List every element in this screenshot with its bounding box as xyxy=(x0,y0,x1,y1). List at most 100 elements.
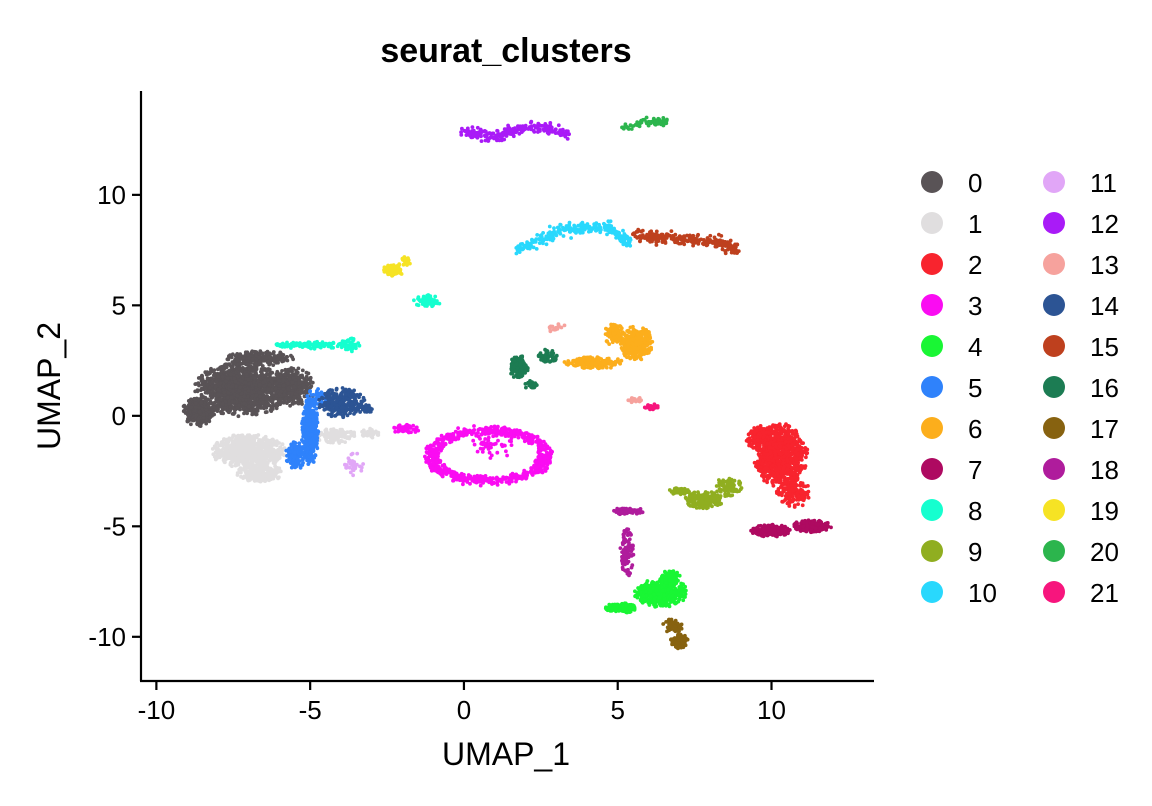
legend-label: 8 xyxy=(968,496,982,526)
cluster-9-points xyxy=(667,476,744,511)
legend-swatch xyxy=(1043,458,1065,480)
legend-item-21: 21 xyxy=(1043,578,1119,608)
legend-label: 14 xyxy=(1090,291,1119,321)
legend-item-6: 6 xyxy=(921,414,982,444)
legend-swatch xyxy=(921,417,943,439)
y-tick-label: 0 xyxy=(112,401,126,431)
legend-swatch xyxy=(921,540,943,562)
y-tick-label: -10 xyxy=(88,622,126,652)
legend-swatch xyxy=(921,294,943,316)
cluster-21-points xyxy=(642,402,660,412)
legend-label: 0 xyxy=(968,168,982,198)
cluster-17-points xyxy=(661,617,690,651)
legend-label: 19 xyxy=(1090,496,1119,526)
legend-item-5: 5 xyxy=(921,373,982,403)
legend-item-0: 0 xyxy=(921,168,982,198)
cluster-8-points xyxy=(274,293,442,354)
legend-swatch xyxy=(921,212,943,234)
legend-item-3: 3 xyxy=(921,291,982,321)
cluster-18-points xyxy=(612,506,645,578)
cluster-19-points xyxy=(382,255,412,278)
cluster-16-points xyxy=(509,347,559,390)
y-tick-label: -5 xyxy=(103,511,126,541)
legend-label: 3 xyxy=(968,291,982,321)
y-axis-ticks: -10 -5 0 5 10 xyxy=(88,180,141,652)
legend-swatch xyxy=(1043,253,1065,275)
legend-item-11: 11 xyxy=(1043,168,1117,198)
legend-label: 6 xyxy=(968,414,982,444)
legend-label: 7 xyxy=(968,455,982,485)
cluster-2-points xyxy=(744,422,811,509)
legend-item-4: 4 xyxy=(921,332,982,362)
legend-label: 15 xyxy=(1090,332,1119,362)
legend-item-16: 16 xyxy=(1043,373,1119,403)
legend-item-10: 10 xyxy=(921,578,997,608)
legend-item-14: 14 xyxy=(1043,291,1119,321)
legend-label: 16 xyxy=(1090,373,1119,403)
legend-swatch xyxy=(1043,335,1065,357)
legend-label: 18 xyxy=(1090,455,1119,485)
legend-label: 1 xyxy=(968,209,982,239)
cluster-7-points xyxy=(749,518,833,539)
legend-item-2: 2 xyxy=(921,250,982,280)
cluster-5-points xyxy=(284,387,329,470)
chart-title: seurat_clusters xyxy=(380,32,631,70)
x-tick-label: -10 xyxy=(138,695,176,725)
cluster-11-points xyxy=(343,451,365,478)
legend-item-15: 15 xyxy=(1043,332,1119,362)
legend-swatch xyxy=(1043,417,1065,439)
legend-item-13: 13 xyxy=(1043,250,1119,280)
legend-label: 2 xyxy=(968,250,982,280)
legend-item-20: 20 xyxy=(1043,537,1119,567)
legend-swatch xyxy=(1043,294,1065,316)
legend-item-1: 1 xyxy=(921,209,982,239)
legend-swatch xyxy=(921,499,943,521)
legend-swatch xyxy=(921,458,943,480)
legend-item-19: 19 xyxy=(1043,496,1119,526)
legend-label: 5 xyxy=(968,373,982,403)
legend-swatch xyxy=(1043,499,1065,521)
y-axis-title: UMAP_2 xyxy=(31,322,67,450)
cluster-14-points xyxy=(317,386,374,420)
cluster-0-points xyxy=(181,349,315,428)
legend-swatch xyxy=(1043,376,1065,398)
y-tick-label: 5 xyxy=(112,290,126,320)
legend-label: 20 xyxy=(1090,537,1119,567)
legend-item-17: 17 xyxy=(1043,414,1119,444)
x-tick-label: 10 xyxy=(757,695,786,725)
legend-label: 11 xyxy=(1090,168,1117,198)
cluster-10-points xyxy=(514,219,633,256)
legend-label: 4 xyxy=(968,332,982,362)
legend-item-9: 9 xyxy=(921,537,982,567)
legend-swatch xyxy=(921,335,943,357)
x-axis-title: UMAP_1 xyxy=(442,736,570,772)
cluster-1-points xyxy=(210,426,381,484)
legend-item-18: 18 xyxy=(1043,455,1119,485)
legend-label: 17 xyxy=(1090,414,1119,444)
legend-label: 10 xyxy=(968,578,997,608)
legend-label: 12 xyxy=(1090,209,1119,239)
cluster-15-points xyxy=(631,227,741,256)
cluster-4-points xyxy=(603,569,688,615)
legend-swatch xyxy=(921,253,943,275)
cluster-13-points xyxy=(547,322,643,405)
x-axis-ticks: -10 -5 0 5 10 xyxy=(138,681,786,725)
legend-label: 9 xyxy=(968,537,982,567)
y-tick-label: 10 xyxy=(97,180,126,210)
cluster-12-points xyxy=(459,119,571,144)
legend-label: 13 xyxy=(1090,250,1119,280)
cluster-6-points xyxy=(562,322,655,371)
legend-swatch xyxy=(1043,212,1065,234)
legend-swatch xyxy=(921,376,943,398)
legend-swatch xyxy=(921,171,943,193)
legend-item-7: 7 xyxy=(921,455,982,485)
cluster-20-points xyxy=(620,115,669,131)
legend-swatch xyxy=(1043,171,1065,193)
x-tick-label: -5 xyxy=(299,695,322,725)
legend-item-8: 8 xyxy=(921,496,982,526)
cluster-3-points xyxy=(392,422,554,488)
x-tick-label: 5 xyxy=(610,695,624,725)
legend-item-12: 12 xyxy=(1043,209,1119,239)
